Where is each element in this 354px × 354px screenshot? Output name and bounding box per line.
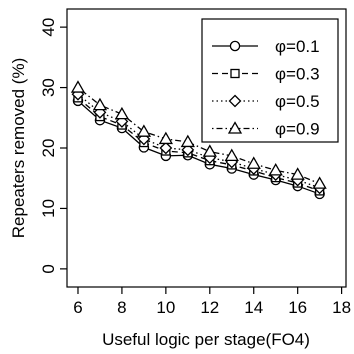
legend-marker bbox=[228, 94, 242, 108]
data-point bbox=[136, 124, 152, 137]
legend-entry: φ=0.9 bbox=[212, 120, 320, 139]
y-tick-label: 10 bbox=[39, 199, 58, 218]
x-tick-label: 16 bbox=[288, 298, 307, 317]
legend-marker bbox=[227, 121, 243, 134]
data-point bbox=[246, 156, 261, 169]
legend: φ=0.1 φ=0.3 φ=0.5 φ=0.9 bbox=[201, 18, 339, 143]
y-tick-label: 30 bbox=[39, 78, 58, 97]
series-triangle bbox=[70, 80, 327, 189]
x-axis: 6 8 10 12 14 16 18 bbox=[73, 287, 351, 317]
data-point bbox=[268, 163, 283, 176]
y-tick-label: 40 bbox=[39, 18, 58, 37]
data-point bbox=[158, 131, 173, 145]
data-point bbox=[202, 144, 217, 157]
legend-marker bbox=[229, 40, 241, 52]
data-point bbox=[92, 97, 108, 111]
y-tick-label: 20 bbox=[39, 139, 58, 158]
data-point bbox=[159, 141, 173, 155]
x-tick-label: 14 bbox=[244, 298, 263, 317]
x-tick-label: 18 bbox=[332, 298, 351, 317]
legend-entry: φ=0.5 bbox=[212, 92, 320, 111]
legend-label: φ=0.5 bbox=[275, 92, 320, 111]
data-point bbox=[224, 148, 239, 162]
legend-marker bbox=[230, 68, 240, 79]
legend-entry: φ=0.1 bbox=[212, 37, 320, 56]
y-axis-label: Repeaters removed (%) bbox=[9, 58, 28, 238]
data-point bbox=[290, 167, 305, 180]
legend-label: φ=0.1 bbox=[275, 37, 320, 56]
data-point bbox=[180, 134, 195, 148]
x-tick-label: 6 bbox=[73, 298, 82, 317]
x-axis-label: Useful logic per stage(FO4) bbox=[102, 330, 310, 349]
y-axis: 0 10 20 30 40 bbox=[39, 18, 67, 274]
y-tick-label: 0 bbox=[39, 264, 58, 273]
x-tick-label: 12 bbox=[200, 298, 219, 317]
legend-entry: φ=0.3 bbox=[212, 65, 320, 84]
legend-label: φ=0.3 bbox=[275, 65, 320, 84]
legend-box bbox=[201, 18, 339, 143]
legend-label: φ=0.9 bbox=[275, 120, 320, 139]
data-point bbox=[70, 80, 86, 93]
data-point bbox=[312, 176, 327, 189]
data-point bbox=[114, 106, 130, 120]
x-tick-label: 8 bbox=[117, 298, 126, 317]
x-tick-label: 10 bbox=[156, 298, 175, 317]
series-layer bbox=[70, 80, 327, 200]
